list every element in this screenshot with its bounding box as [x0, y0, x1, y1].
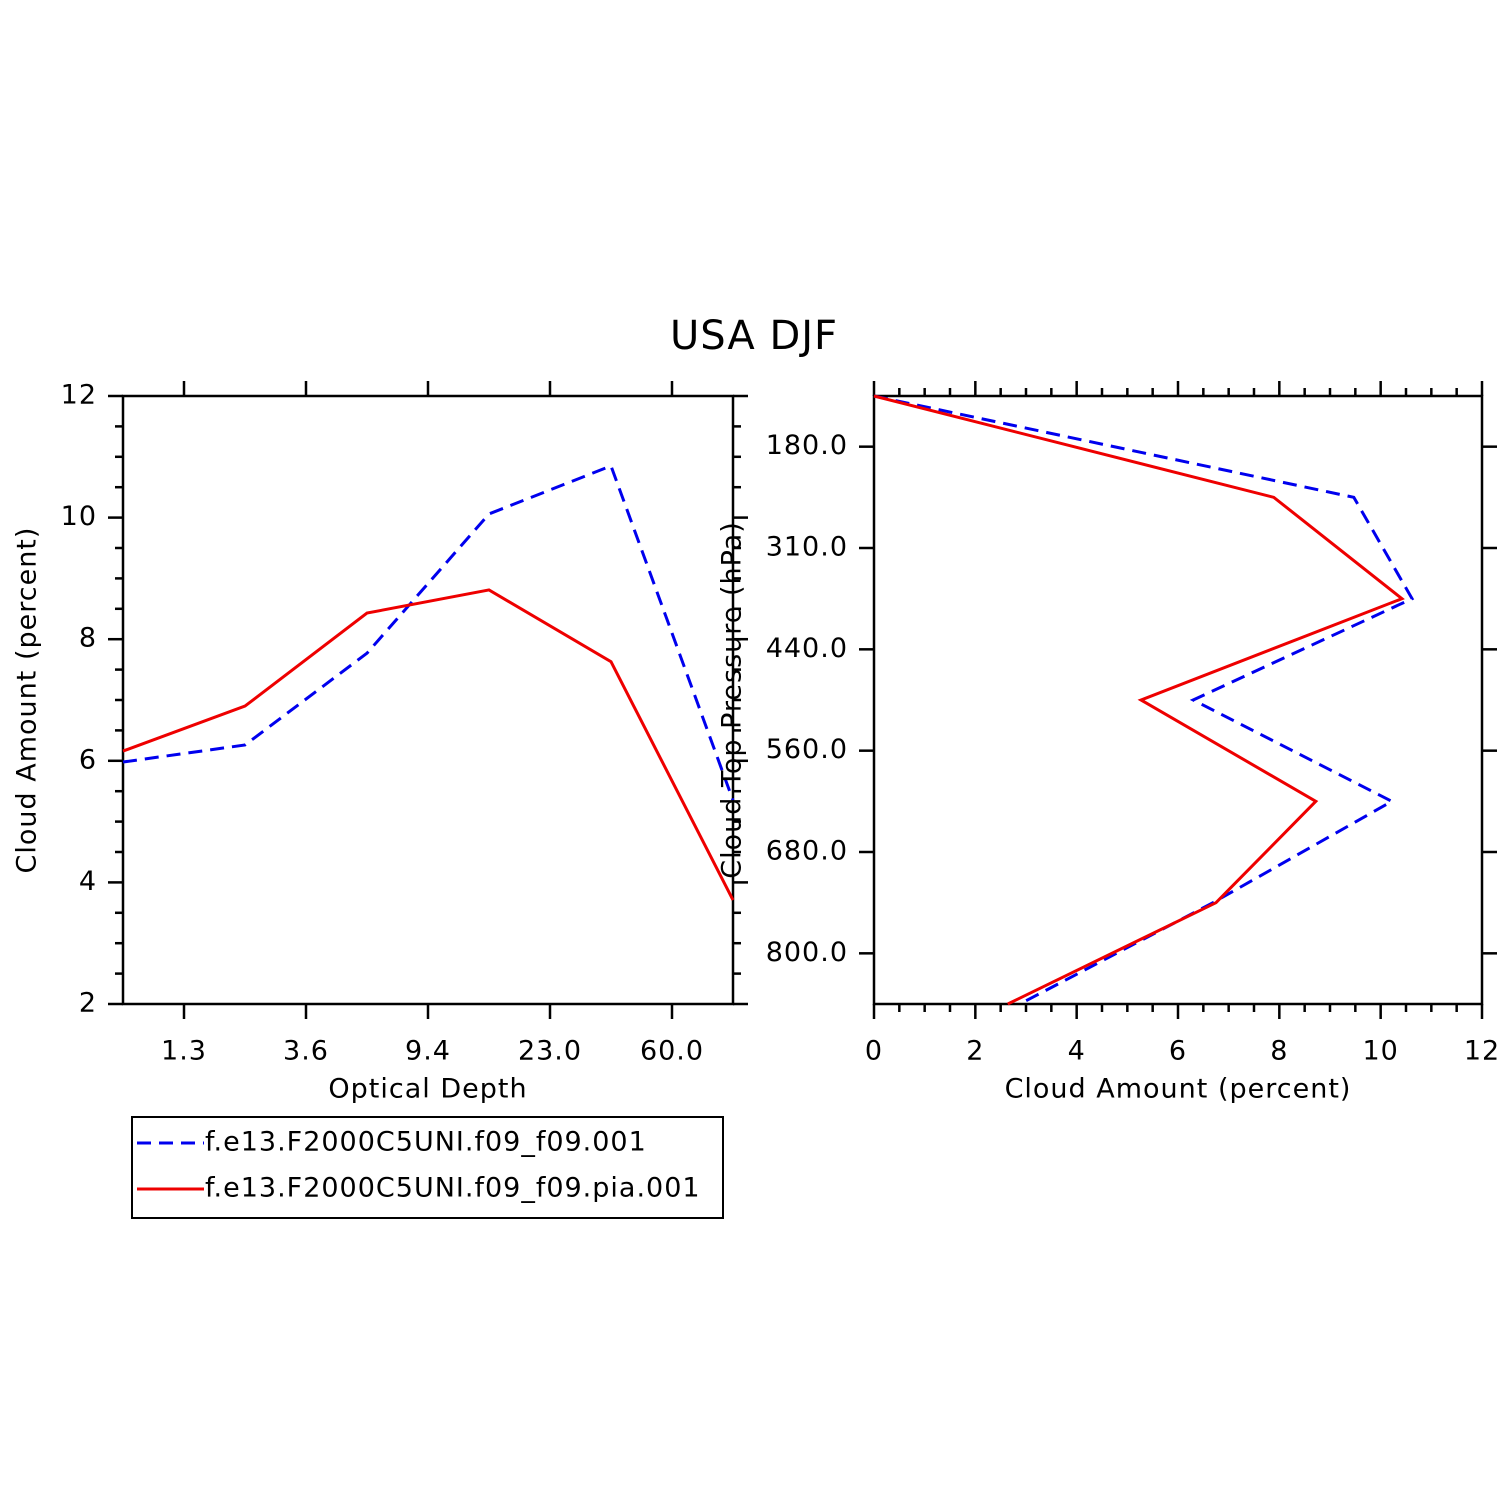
y-tick-label: 8	[79, 623, 97, 654]
y-tick-label: 10	[61, 501, 97, 532]
y-tick-label: 6	[79, 744, 97, 775]
y-axis-label: Cloud Amount (percent)	[12, 527, 43, 874]
series-line	[122, 463, 735, 801]
x-tick-label: 1.3	[161, 1036, 207, 1067]
x-tick-label: 3.6	[283, 1036, 329, 1067]
x-tick-label: 0	[865, 1036, 883, 1067]
x-tick-label: 23.0	[518, 1036, 582, 1067]
y-tick-label: 4	[79, 866, 97, 897]
x-tick-label: 2	[966, 1036, 984, 1067]
series-line	[122, 588, 735, 901]
plot-frame	[121, 394, 735, 1006]
series-line	[873, 394, 1405, 1006]
legend-box	[131, 1116, 724, 1219]
figure-title: USA DJF	[670, 313, 838, 359]
x-tick-label: 4	[1068, 1036, 1086, 1067]
x-axis-label: Optical Depth	[328, 1074, 527, 1105]
x-axis-label: Cloud Amount (percent)	[1005, 1074, 1352, 1105]
y-tick-label: 180.0	[766, 430, 848, 461]
x-tick-label: 60.0	[640, 1036, 704, 1067]
y-tick-label: 800.0	[766, 937, 848, 968]
y-tick-label: 12	[61, 380, 97, 411]
x-tick-label: 10	[1362, 1036, 1398, 1067]
legend-label: f.e13.F2000C5UNI.f09_f09.001	[205, 1127, 647, 1158]
y-tick-label: 680.0	[766, 836, 848, 867]
y-axis-label: Cloud Top Pressure (hPa)	[717, 521, 748, 879]
legend-label: f.e13.F2000C5UNI.f09_f09.pia.001	[205, 1173, 701, 1204]
x-tick-label: 8	[1270, 1036, 1288, 1067]
y-tick-label: 2	[79, 988, 97, 1019]
y-tick-label: 310.0	[766, 532, 848, 563]
x-tick-label: 6	[1169, 1036, 1187, 1067]
plot-frame	[872, 394, 1484, 1006]
y-tick-label: 560.0	[766, 734, 848, 765]
y-tick-label: 440.0	[766, 633, 848, 664]
x-tick-label: 9.4	[405, 1036, 451, 1067]
x-tick-label: 12	[1464, 1036, 1500, 1067]
